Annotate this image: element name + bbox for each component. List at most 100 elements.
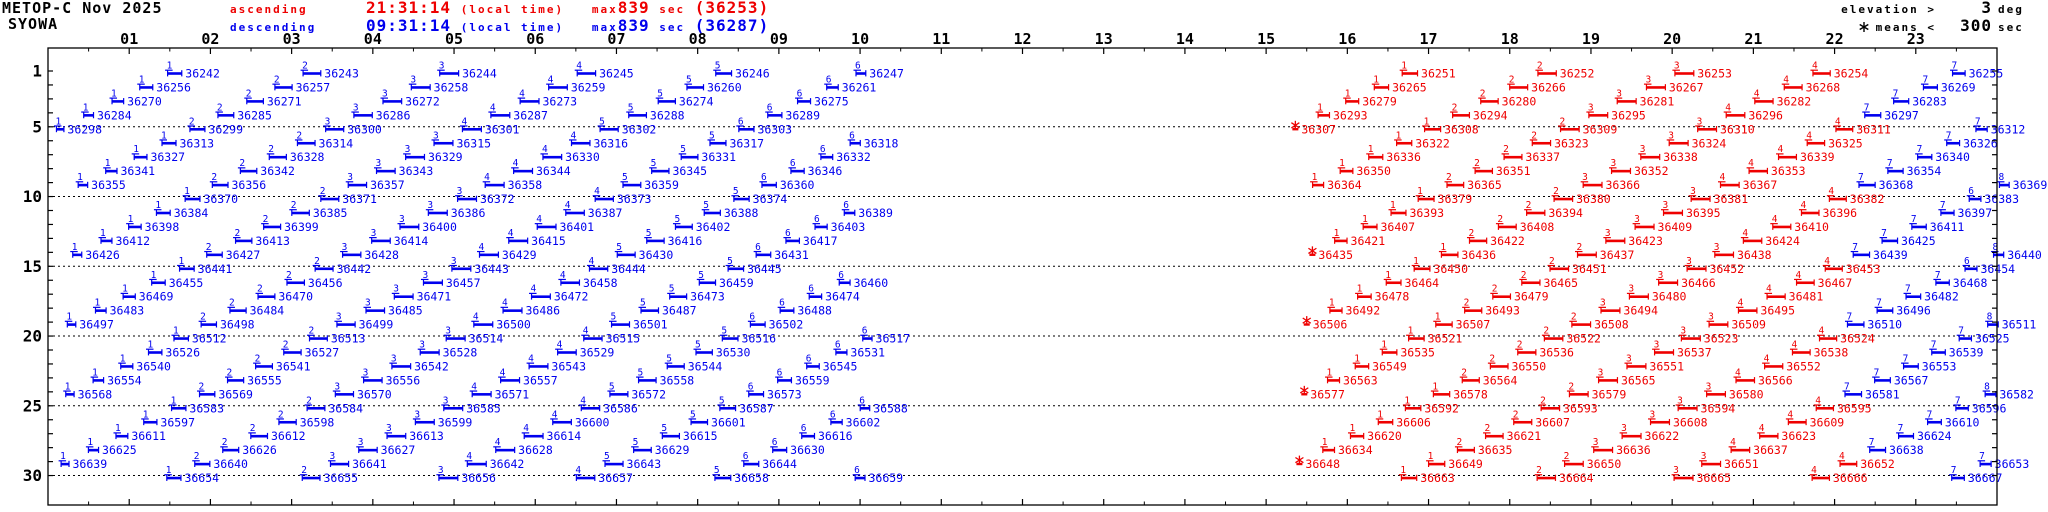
pass-orbit-label: 36527 <box>305 346 340 360</box>
pass-bar-endcap <box>433 139 435 147</box>
pass-sequence-label: 4 <box>536 214 542 225</box>
pass-sequence-label: 6 <box>808 284 814 295</box>
pass-bar-endcap <box>285 153 287 161</box>
pass-bar-endcap <box>1629 167 1632 175</box>
pass-bar-endcap <box>1964 265 1966 272</box>
pass-sequence-label: 6 <box>830 409 836 420</box>
pass-bar-endcap <box>441 279 443 286</box>
pass-bar-endcap <box>1964 70 1966 77</box>
pass-bar-endcap <box>519 98 521 105</box>
pass-bar-endcap <box>849 279 851 286</box>
pass-sequence-label: 4 <box>1800 200 1806 211</box>
pass-bar <box>1386 281 1401 285</box>
pass-sequence-label: 2 <box>1509 74 1515 85</box>
pass-bar-endcap <box>1791 349 1794 356</box>
pass-sequence-label: 4 <box>588 256 594 267</box>
pass-bar <box>439 72 459 75</box>
pass-bar <box>1975 128 1988 131</box>
pass-bar-endcap <box>1323 181 1325 188</box>
pass-sequence-label: 2 <box>314 256 320 267</box>
pass-bar <box>675 225 693 229</box>
pass-bar-endcap <box>1940 418 1942 426</box>
pass-orbit-label: 36247 <box>869 67 904 81</box>
pass-sequence-label: 1 <box>167 61 173 72</box>
pass-bar <box>382 100 402 103</box>
pass-bar <box>1840 462 1857 466</box>
elevation-label: elevation > <box>1841 3 1936 16</box>
pass-bar-endcap <box>846 349 848 356</box>
pass-bar-endcap <box>1828 474 1831 481</box>
pass-sequence-label: 4 <box>571 130 577 141</box>
pass-bar <box>1301 393 1308 396</box>
pass-bar-endcap <box>801 432 803 440</box>
pass-bar-endcap <box>1653 349 1656 356</box>
pass-sequence-label: 7 <box>1887 158 1893 169</box>
pass-bar-endcap <box>320 70 322 77</box>
pass-bar-endcap <box>599 126 601 133</box>
pass-bar-endcap <box>1420 405 1422 412</box>
pass-bar <box>1504 155 1522 159</box>
pass-sequence-label: 7 <box>1893 88 1899 99</box>
pass-orbit-label: 36648 <box>1305 457 1340 471</box>
pass-sequence-label: 1 <box>1329 298 1335 309</box>
pass-bar-endcap <box>120 363 122 370</box>
pass-bar-endcap <box>1812 70 1814 77</box>
pass-bar-endcap <box>1979 460 1981 467</box>
pass-bar-endcap <box>612 195 614 202</box>
pass-bar-endcap <box>478 251 481 258</box>
pass-sequence-label: 7 <box>1958 326 1964 337</box>
pass-bar <box>1424 128 1441 131</box>
pass-sequence-label: 6 <box>814 214 820 225</box>
pass-bar-endcap <box>1370 293 1372 300</box>
pass-sequence-label: 7 <box>1951 465 1957 476</box>
pass-bar <box>467 462 487 466</box>
pass-bar-endcap <box>1589 321 1592 328</box>
pass-sequence-label: 3 <box>358 437 364 448</box>
pass-bar <box>148 351 162 354</box>
pass-sequence-label: 4 <box>1828 186 1834 197</box>
pass-bar-endcap <box>194 460 196 467</box>
pass-orbit-label: 36468 <box>1953 276 1988 290</box>
pass-bar <box>839 281 851 285</box>
pass-bar-endcap <box>326 335 328 342</box>
pass-bar-endcap <box>383 307 386 314</box>
pass-bar-endcap <box>127 432 129 440</box>
pass-bar <box>1490 365 1509 368</box>
pass-bar-endcap <box>536 223 538 230</box>
pass-sequence-label: 4 <box>580 395 586 406</box>
pass-bar-endcap <box>102 377 105 384</box>
pass-bar-endcap <box>1607 112 1609 119</box>
pass-sequence-label: 6 <box>743 451 749 462</box>
pass-orbit-label: 36638 <box>1889 443 1924 457</box>
day-tick-label: 25 <box>23 396 42 415</box>
pass-bar-endcap <box>709 139 711 147</box>
pass-bar-endcap <box>622 460 624 467</box>
pass-sequence-label: 5 <box>719 395 725 406</box>
pass-sequence-label: 4 <box>1824 256 1830 267</box>
pass-bar-endcap <box>1478 377 1480 384</box>
pass-sequence-label: 3 <box>1640 144 1646 155</box>
pass-bar-endcap <box>683 363 685 370</box>
pass-bar <box>330 462 349 466</box>
pass-bar-endcap <box>1876 307 1878 314</box>
pass-bar <box>438 476 458 480</box>
pass-bar-endcap <box>115 432 117 440</box>
pass-bar-endcap <box>1345 98 1347 105</box>
pass-orbit-label: 36316 <box>593 136 628 150</box>
pass-sequence-label: 4 <box>1811 465 1817 476</box>
pass-orbit-label: 36464 <box>1404 276 1439 290</box>
ascending-line: ascending 21:31:14 (local time) max839 se… <box>230 0 769 18</box>
